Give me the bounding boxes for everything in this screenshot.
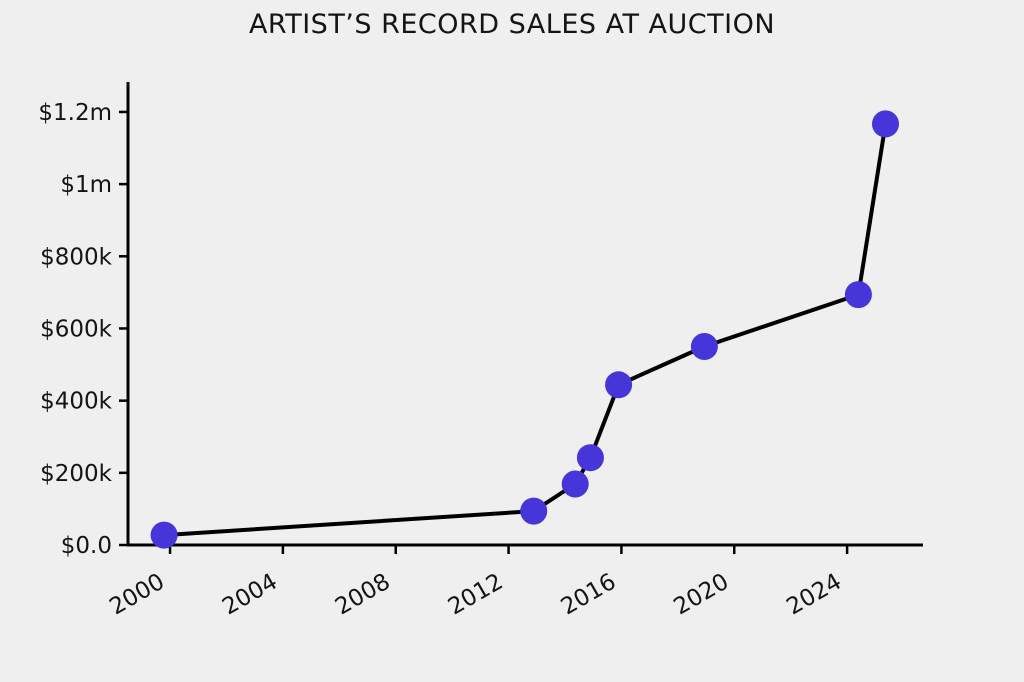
y-tick-label: $600k (40, 316, 113, 342)
y-tick-label: $400k (40, 389, 113, 415)
data-point (150, 521, 178, 549)
x-tick-label: 2000 (105, 569, 169, 621)
y-tick-label: $1.2m (38, 100, 112, 126)
y-tick-label: $800k (40, 244, 113, 270)
data-point (690, 333, 718, 360)
data-point (561, 470, 589, 498)
chart-title: ARTIST’S RECORD SALES AT AUCTION (248, 9, 776, 40)
x-tick-label: 2024 (782, 569, 846, 621)
data-line (162, 121, 888, 538)
data-point (520, 497, 548, 525)
data-point (605, 371, 633, 399)
data-point (872, 110, 899, 138)
y-tick-label: $0.0 (61, 533, 112, 559)
x-tick-label: 2008 (331, 569, 395, 621)
x-tick-label: 2004 (218, 569, 282, 621)
y-tick-label: $1m (60, 172, 112, 198)
y-tick-label: $200k (40, 461, 113, 487)
x-tick-label: 2016 (557, 569, 621, 621)
data-point (844, 281, 872, 309)
x-tick-label: 2012 (444, 569, 508, 621)
x-tick-label: 2020 (670, 569, 734, 621)
data-point (576, 444, 604, 472)
